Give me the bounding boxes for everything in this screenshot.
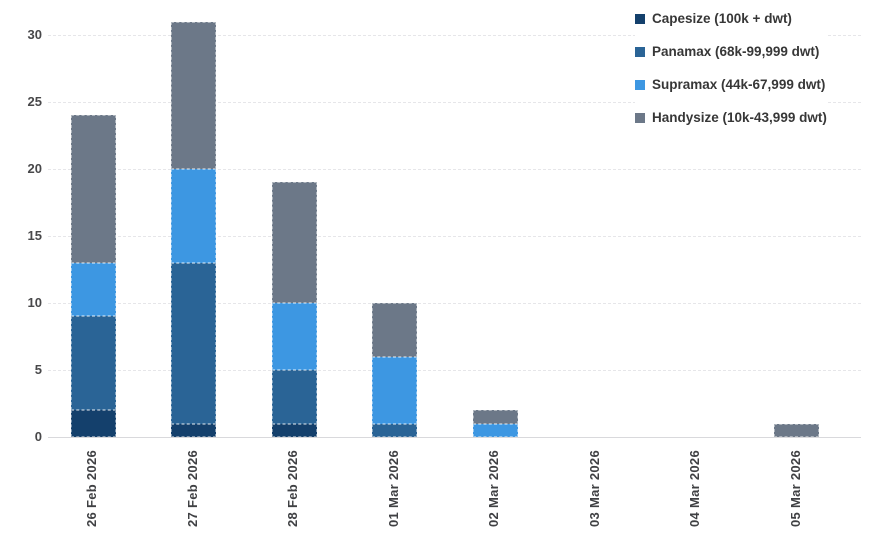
bar-segment-supramax-27-feb-2026[interactable]: [171, 169, 216, 263]
legend-label: Panamax (68k-99,999 dwt): [652, 44, 820, 59]
bar-segment-handysize-28-feb-2026[interactable]: [271, 182, 317, 303]
legend-label: Supramax (44k-67,999 dwt): [652, 77, 826, 92]
bar-segment-supramax-28-feb-2026[interactable]: [271, 303, 317, 370]
legend-label: Handysize (10k-43,999 dwt): [652, 110, 827, 125]
x-axis-label-26-feb-2026: 26 Feb 2026: [84, 450, 99, 528]
bar-segment-handysize-26-feb-2026[interactable]: [70, 115, 116, 263]
gridline-0: [48, 437, 861, 438]
y-axis-tick-label-15: 15: [27, 228, 42, 243]
y-axis-tick-label-30: 30: [27, 27, 42, 42]
bar-segment-panamax-27-feb-2026[interactable]: [171, 262, 216, 424]
legend-marker-handysize-icon: [635, 113, 645, 123]
x-axis-label-04-mar-2026: 04 Mar 2026: [687, 450, 702, 528]
x-axis-label-27-feb-2026: 27 Feb 2026: [184, 450, 200, 528]
y-axis-tick-label-25: 25: [27, 94, 42, 109]
legend-item-capesize[interactable]: Capesize (100k + dwt): [635, 12, 827, 26]
bar-segment-handysize-01-mar-2026[interactable]: [372, 303, 417, 357]
x-axis-label-02-mar-2026: 02 Mar 2026: [486, 450, 501, 528]
legend-marker-capesize-icon: [635, 14, 645, 24]
gridline-30: [48, 35, 861, 36]
bar-segment-supramax-26-feb-2026[interactable]: [70, 262, 116, 317]
gridline-15: [48, 236, 861, 237]
bar-segment-supramax-02-mar-2026[interactable]: [472, 423, 518, 437]
legend-label: Capesize (100k + dwt): [652, 11, 792, 26]
bar-segment-panamax-01-mar-2026[interactable]: [372, 423, 417, 437]
gridline-10: [48, 303, 861, 304]
legend-item-handysize[interactable]: Handysize (10k-43,999 dwt): [635, 111, 827, 125]
legend-marker-panamax-icon: [635, 47, 645, 57]
legend-item-panamax[interactable]: Panamax (68k-99,999 dwt): [635, 45, 827, 59]
x-axis-label-03-mar-2026: 03 Mar 2026: [586, 450, 602, 528]
legend: Capesize (100k + dwt) Panamax (68k-99,999…: [635, 12, 827, 144]
bar-segment-handysize-02-mar-2026[interactable]: [472, 410, 518, 424]
y-axis-tick-label-10: 10: [27, 295, 42, 310]
x-axis-label-28-feb-2026: 28 Feb 2026: [285, 450, 300, 528]
legend-item-supramax[interactable]: Supramax (44k-67,999 dwt): [635, 78, 827, 92]
bar-segment-panamax-28-feb-2026[interactable]: [271, 370, 317, 424]
x-axis-label-01-mar-2026: 01 Mar 2026: [385, 450, 401, 528]
gridline-5: [48, 370, 861, 371]
bar-segment-capesize-26-feb-2026[interactable]: [70, 410, 116, 437]
y-axis-tick-label-0: 0: [34, 429, 42, 444]
gridline-25: [48, 102, 861, 103]
bar-segment-capesize-27-feb-2026[interactable]: [171, 423, 216, 437]
bar-segment-panamax-26-feb-2026[interactable]: [70, 316, 116, 411]
x-axis-label-05-mar-2026: 05 Mar 2026: [787, 450, 803, 528]
gridline-20: [48, 169, 861, 170]
bar-segment-handysize-05-mar-2026[interactable]: [774, 423, 819, 437]
bar-segment-handysize-27-feb-2026[interactable]: [171, 21, 216, 169]
legend-marker-supramax-icon: [635, 80, 645, 90]
bar-segment-capesize-28-feb-2026[interactable]: [271, 423, 317, 437]
y-axis-tick-label-5: 5: [34, 362, 42, 377]
y-axis-tick-label-20: 20: [27, 161, 42, 176]
bar-segment-supramax-01-mar-2026[interactable]: [372, 356, 417, 424]
